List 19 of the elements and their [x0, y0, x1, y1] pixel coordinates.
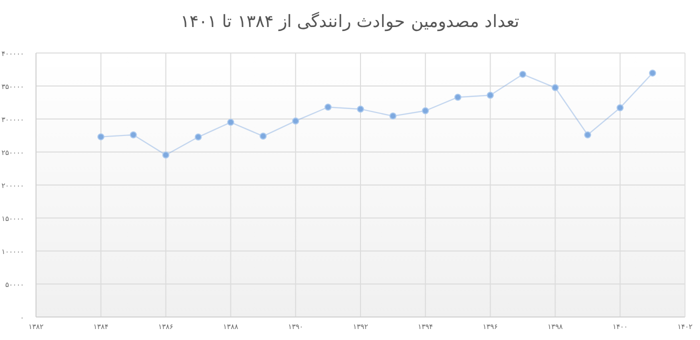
point	[357, 106, 364, 113]
point	[97, 133, 104, 140]
point	[519, 70, 526, 78]
point	[227, 118, 234, 126]
point	[162, 151, 170, 158]
point	[584, 131, 592, 138]
point	[422, 107, 429, 114]
point	[616, 104, 624, 112]
point	[292, 117, 300, 124]
point	[130, 131, 137, 138]
point	[260, 132, 267, 140]
point	[649, 70, 656, 77]
point	[552, 84, 559, 92]
point	[194, 134, 202, 141]
point	[389, 112, 396, 120]
point	[324, 104, 332, 111]
point	[486, 92, 494, 99]
point	[454, 94, 462, 101]
chart-title: تعداد مصدومین حوادث رانندگی از ۱۳۸۴ تا ۱۴۰۱	[180, 11, 520, 32]
